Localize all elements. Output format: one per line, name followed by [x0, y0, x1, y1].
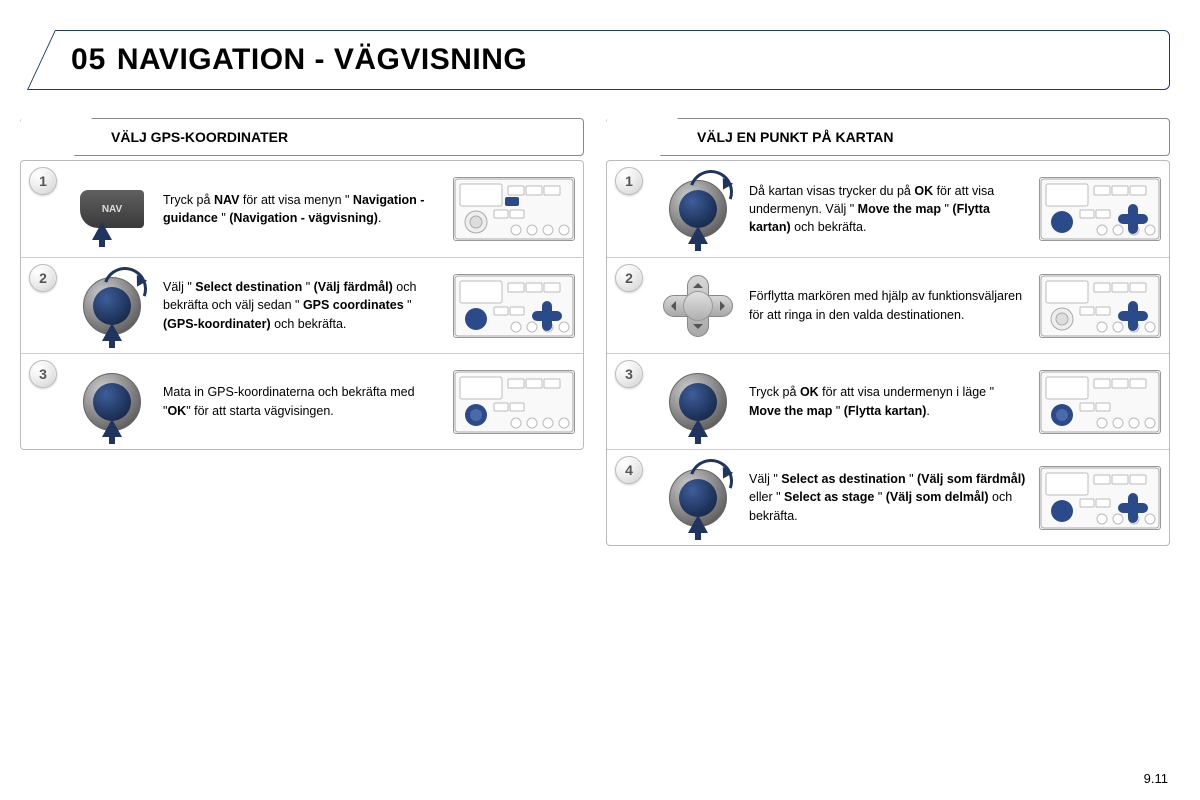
- right-column: VÄLJ EN PUNKT PÅ KARTAN 1 Då kartan visas…: [606, 118, 1170, 546]
- section-number: 05: [71, 43, 106, 76]
- dial-press-icon: [669, 373, 727, 431]
- step-icon: [659, 180, 737, 238]
- step-icon: [73, 373, 151, 431]
- step-row: 3 Tryck på OK för att visa undermenyn i l…: [607, 353, 1169, 449]
- nav-button-icon: NAV: [80, 190, 144, 228]
- step-text: Förflytta markören med hjälp av funktion…: [749, 287, 1027, 323]
- step-text: Tryck på OK för att visa undermenyn i lä…: [749, 383, 1027, 419]
- right-heading: VÄLJ EN PUNKT PÅ KARTAN: [606, 118, 1170, 156]
- step-text: Då kartan visas trycker du på OK för att…: [749, 182, 1027, 236]
- console-thumbnail: [453, 274, 575, 338]
- page-title: NAVIGATION - VÄGVISNING: [117, 43, 527, 76]
- step-icon: [659, 373, 737, 431]
- dpad-icon: [663, 275, 733, 337]
- step-number: 3: [29, 360, 57, 388]
- page-title-panel: 05 NAVIGATION - VÄGVISNING: [20, 30, 1170, 90]
- step-row: 3 Mata in GPS-koordinaterna och bekräfta …: [21, 353, 583, 449]
- step-number: 2: [615, 264, 643, 292]
- console-thumbnail: [1039, 274, 1161, 338]
- console-thumbnail: [453, 370, 575, 434]
- step-row: 1 NAV Tryck på NAV för att visa menyn " Na…: [21, 161, 583, 257]
- dial-rotate-icon: [669, 469, 727, 527]
- left-steps-container: 1 NAV Tryck på NAV för att visa menyn " Na…: [20, 160, 584, 450]
- columns: VÄLJ GPS-KOORDINATER 1 NAV Tryck på NAV fö…: [20, 118, 1170, 546]
- step-text: Välj " Select as destination " (Välj som…: [749, 470, 1027, 524]
- dial-rotate-icon: [83, 277, 141, 335]
- step-icon: [659, 469, 737, 527]
- step-text: Välj " Select destination " (Välj färdmå…: [163, 278, 441, 332]
- step-icon: [659, 275, 737, 337]
- left-column: VÄLJ GPS-KOORDINATER 1 NAV Tryck på NAV fö…: [20, 118, 584, 546]
- step-icon: [73, 277, 151, 335]
- step-number: 3: [615, 360, 643, 388]
- console-thumbnail: [1039, 466, 1161, 530]
- step-number: 4: [615, 456, 643, 484]
- right-steps-container: 1 Då kartan visas trycker du på OK för at…: [606, 160, 1170, 546]
- step-row: 4 Välj " Select as destination " (Välj so…: [607, 449, 1169, 545]
- step-text: Mata in GPS-koordinaterna och bekräfta m…: [163, 383, 441, 419]
- step-number: 2: [29, 264, 57, 292]
- left-heading: VÄLJ GPS-KOORDINATER: [20, 118, 584, 156]
- dial-rotate-icon: [669, 180, 727, 238]
- step-text: Tryck på NAV för att visa menyn " Naviga…: [163, 191, 441, 227]
- step-icon: NAV: [73, 190, 151, 228]
- step-row: 1 Då kartan visas trycker du på OK för at…: [607, 161, 1169, 257]
- step-row: 2 Välj " Select destination " (Välj färdm…: [21, 257, 583, 353]
- step-number: 1: [29, 167, 57, 195]
- page-number: 9.11: [1144, 771, 1168, 786]
- dial-press-icon: [83, 373, 141, 431]
- step-number: 1: [615, 167, 643, 195]
- console-thumbnail: [1039, 370, 1161, 434]
- console-thumbnail: [453, 177, 575, 241]
- step-row: 2 Förflytta markören med hjälp av funktio…: [607, 257, 1169, 353]
- console-thumbnail: [1039, 177, 1161, 241]
